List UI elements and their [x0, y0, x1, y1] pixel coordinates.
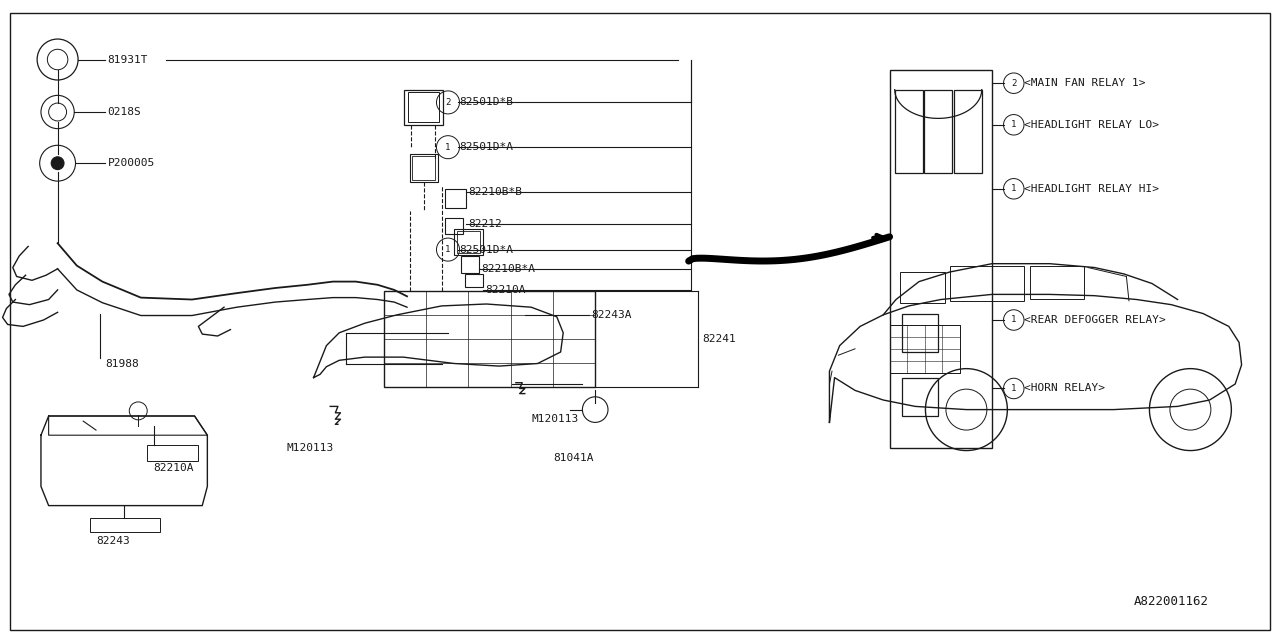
Text: 82243: 82243 [96, 536, 129, 546]
Bar [454, 229, 483, 255]
Bar [445, 218, 463, 234]
Text: <HEADLIGHT RELAY LO>: <HEADLIGHT RELAY LO> [1024, 120, 1158, 130]
Text: M120113: M120113 [531, 414, 579, 424]
Bar [902, 314, 938, 352]
Bar [410, 154, 438, 182]
Bar [890, 70, 992, 448]
Text: 81988: 81988 [105, 358, 138, 369]
Text: 82501D*A: 82501D*A [460, 142, 513, 152]
Text: 82210A: 82210A [154, 463, 195, 474]
Bar [408, 92, 439, 122]
Text: 2: 2 [445, 98, 451, 107]
Text: A822001162: A822001162 [1134, 595, 1210, 608]
Text: 82210B*A: 82210B*A [481, 264, 535, 274]
Text: 82501D*B: 82501D*B [460, 97, 513, 108]
Text: 1: 1 [1011, 384, 1016, 393]
Bar [902, 378, 938, 416]
Bar [147, 445, 198, 461]
Bar [412, 156, 435, 180]
Text: 82210A: 82210A [485, 285, 526, 295]
Text: 1: 1 [445, 143, 451, 152]
Text: 82241: 82241 [703, 334, 736, 344]
Text: 2: 2 [1011, 79, 1016, 88]
Text: 1: 1 [1011, 316, 1016, 324]
Text: 0218S: 0218S [108, 107, 141, 117]
Text: 82212: 82212 [468, 219, 502, 229]
Bar [461, 256, 479, 273]
Text: <HEADLIGHT RELAY HI>: <HEADLIGHT RELAY HI> [1024, 184, 1158, 194]
Bar [900, 272, 945, 303]
Text: 81931T: 81931T [108, 54, 148, 65]
Bar [895, 90, 923, 173]
Text: <MAIN FAN RELAY 1>: <MAIN FAN RELAY 1> [1024, 78, 1146, 88]
Bar [384, 291, 595, 387]
Text: 81041A: 81041A [553, 452, 594, 463]
Text: 82501D*A: 82501D*A [460, 244, 513, 255]
Bar [954, 90, 982, 173]
Text: 1: 1 [445, 245, 451, 254]
Bar [465, 274, 483, 287]
Bar [890, 325, 960, 373]
Text: 82210B*B: 82210B*B [468, 187, 522, 197]
Bar [90, 518, 160, 532]
Bar [924, 90, 952, 173]
Bar [404, 90, 443, 125]
Text: <HORN RELAY>: <HORN RELAY> [1024, 383, 1105, 394]
Bar [1030, 266, 1084, 299]
Text: <REAR DEFOGGER RELAY>: <REAR DEFOGGER RELAY> [1024, 315, 1166, 325]
Text: 82243A: 82243A [591, 310, 632, 320]
Bar [950, 266, 1024, 301]
Bar [457, 231, 480, 253]
Text: 1: 1 [1011, 120, 1016, 129]
Text: M120113: M120113 [287, 443, 334, 453]
Bar [445, 189, 466, 208]
Circle shape [51, 157, 64, 170]
Text: P200005: P200005 [108, 158, 155, 168]
Text: 1: 1 [1011, 184, 1016, 193]
